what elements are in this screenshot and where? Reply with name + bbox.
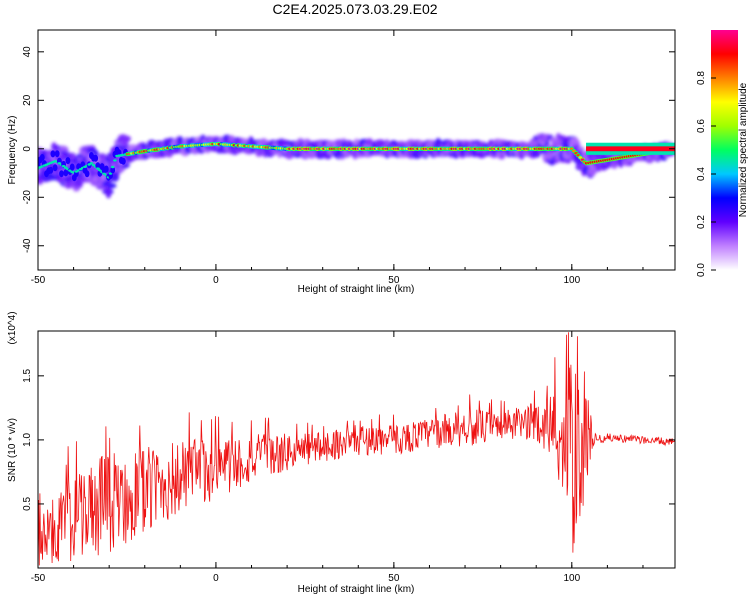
colorbar-tick-label: 0.0 — [696, 263, 707, 277]
spectrogram-x-ticks: -50 0 50 100 — [31, 30, 644, 286]
spectrogram-cell — [96, 167, 100, 170]
x-tick-label: -50 — [31, 573, 46, 584]
y-tick-label: 0.5 — [22, 497, 33, 511]
spectrogram-cell — [110, 166, 116, 174]
colorbar-ticks: 0.0 0.2 0.4 0.6 0.8 — [696, 71, 716, 277]
snr-x-ticks: -50 0 50 100 — [31, 331, 644, 584]
snr-series-line — [38, 332, 675, 566]
colorbar: 0.0 0.2 0.4 0.6 0.8 Normalized spectral ampl… — [696, 30, 749, 277]
spectrogram-cell — [59, 170, 64, 178]
spectrogram-cell — [110, 165, 115, 169]
colorbar-tick-label: 0.2 — [696, 215, 707, 229]
spectrogram-cell — [68, 169, 72, 172]
y-tick-label: 20 — [22, 94, 33, 106]
spectrogram-cell — [500, 151, 508, 156]
spectrogram-cell — [64, 166, 68, 169]
y-tick-label: 40 — [22, 46, 33, 58]
spectrogram-cell — [65, 157, 71, 165]
spectrogram-cell — [59, 150, 68, 155]
spectrogram-cell — [105, 189, 112, 199]
spectrogram-cell — [121, 135, 131, 142]
snr-y-label: SNR (10 * v/v) — [7, 418, 18, 482]
snr-panel: -50 0 50 100 1.5 1.0 0.5 Height of straight l… — [7, 311, 676, 595]
y-tick-label: -40 — [22, 238, 33, 253]
spectrogram-cell — [113, 159, 117, 162]
spectrogram-cell — [577, 146, 585, 151]
spectrogram-cell — [106, 183, 117, 189]
x-tick-label: -50 — [31, 275, 46, 286]
colorbar-strip — [711, 30, 738, 270]
spectrogram-cell — [557, 135, 566, 140]
spectrogram-cell — [102, 172, 106, 175]
spectrogram-cell — [84, 170, 90, 178]
spectrogram-panel: -50 0 50 100 40 20 0 -20 -40 Height of straight… — [7, 29, 676, 295]
spectrogram-cell — [103, 165, 109, 173]
spectrogram-cell — [95, 162, 101, 170]
spectrogram-tail-core — [586, 146, 675, 152]
spectrogram-cell — [63, 169, 69, 177]
x-tick-label: 50 — [388, 573, 400, 584]
spectrogram-cell — [89, 162, 94, 165]
x-tick-label: 0 — [213, 573, 219, 584]
spectrogram-y-label: Frequency (Hz) — [7, 116, 18, 185]
spectrogram-cell — [98, 169, 102, 172]
x-tick-label: 50 — [388, 275, 400, 286]
snr-y-ticks: 1.5 1.0 0.5 — [22, 368, 675, 511]
chart-title: C2E4.2025.073.03.29.E02 — [272, 1, 437, 17]
spectrogram-x-label: Height of straight line (km) — [298, 284, 415, 295]
x-tick-label: 100 — [563, 573, 580, 584]
spectrogram-cell — [54, 150, 60, 158]
spectrogram-cell — [50, 150, 56, 158]
spectrogram-cell — [69, 163, 75, 171]
colorbar-tick-label: 0.8 — [696, 71, 707, 85]
spectrogram-marks — [38, 133, 675, 199]
snr-x-label: Height of straight line (km) — [298, 584, 415, 595]
spectrogram-y-ticks: 40 20 0 -20 -40 — [22, 46, 675, 253]
y-tick-label: 1.5 — [22, 368, 33, 382]
spectrogram-cell — [52, 164, 58, 172]
spectrogram-cell — [121, 157, 126, 165]
colorbar-label: Normalized spectral amplitude — [738, 82, 749, 217]
spectrogram-cell — [93, 154, 99, 162]
spectrogram-cell — [57, 162, 62, 165]
y-tick-label: -20 — [22, 190, 33, 205]
spectrogram-cell — [91, 163, 96, 167]
colorbar-tick-label: 0.6 — [696, 119, 707, 133]
spectrogram-frame — [37, 29, 676, 271]
spectrogram-cell — [61, 165, 66, 168]
snr-frame — [37, 330, 676, 569]
colorbar-tick-label: 0.4 — [696, 167, 707, 181]
snr-multiplier-label: (x10^4) — [7, 311, 18, 344]
y-tick-label: 1.0 — [22, 433, 33, 447]
x-tick-label: 100 — [563, 275, 580, 286]
spectrogram-cell — [177, 136, 184, 147]
x-tick-label: 0 — [213, 275, 219, 286]
spectrogram-cell — [48, 166, 54, 174]
y-tick-label: 0 — [22, 146, 33, 152]
spectrogram-cell — [39, 154, 45, 161]
